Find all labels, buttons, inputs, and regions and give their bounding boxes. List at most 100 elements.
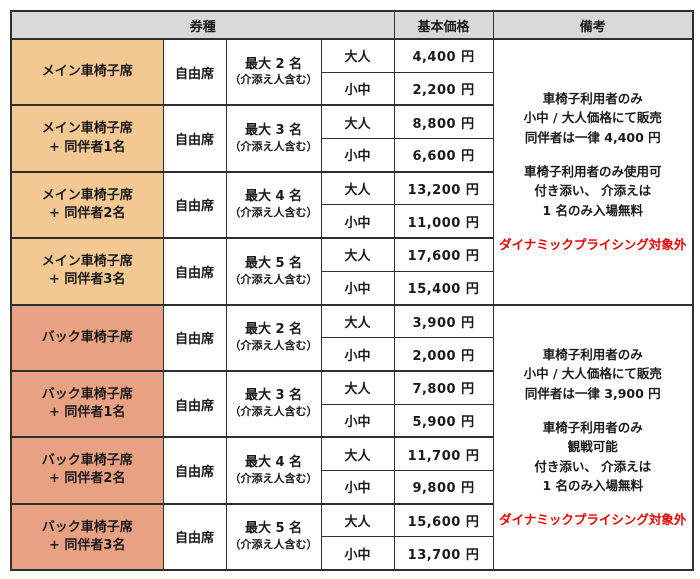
table-row: バック車椅子席 + 同伴者1名 自由席 最大 3 名 （介添え人含む） 大人 7… xyxy=(10,369,693,438)
remarks-block-sales: 車椅子利用者のみ 小中 / 大人価格にて販売 同伴者は一律 4,400 円 xyxy=(523,90,662,145)
age-label-adult: 大人 xyxy=(320,170,395,206)
ticket-name-cell: バック車椅子席 + 同伴者2名 xyxy=(10,436,164,505)
ticket-name-line2: + 同伴者3名 xyxy=(49,272,126,288)
remarks-cell-back: 車椅子利用者のみ 小中 / 大人価格にて販売 同伴者は一律 3,900 円 車椅… xyxy=(492,303,694,571)
seat-type-cell: 自由席 xyxy=(162,436,227,505)
price-child: 9,800 円 xyxy=(393,469,494,505)
ticket-name-cell: バック車椅子席 + 同伴者3名 xyxy=(10,502,164,571)
age-label-adult: 大人 xyxy=(320,436,395,471)
age-label-child: 小中 xyxy=(320,71,395,106)
table-row: 小中 6,600 円 xyxy=(11,138,693,173)
price-adult: 3,900 円 xyxy=(393,303,494,339)
table-row: バック車椅子席 + 同伴者2名 自由席 最大 4 名 （介添え人含む） 大人 1… xyxy=(10,436,693,505)
price-adult: 15,600 円 xyxy=(393,502,494,538)
age-label-child: 小中 xyxy=(320,270,395,306)
table-row: メイン車椅子席 + 同伴者2名 自由席 最大 4 名 （介添え人含む） 大人 1… xyxy=(10,170,693,239)
section-main-wheelchair: メイン車椅子席 自由席 最大 2 名 （介添え人含む） 大人 4,400 円 車… xyxy=(10,37,694,306)
price-child: 5,900 円 xyxy=(393,403,494,438)
capacity-max: 最大 2 名 xyxy=(244,56,303,72)
capacity-max: 最大 5 名 xyxy=(244,521,303,537)
ticket-name-line1: バック車椅子席 xyxy=(41,386,133,402)
age-label-adult: 大人 xyxy=(320,502,395,538)
table-header-row: 券種 基本価格 備考 xyxy=(10,10,694,40)
capacity-note: （介添え人含む） xyxy=(229,405,318,419)
age-label-adult: 大人 xyxy=(320,369,395,405)
dynamic-pricing-note: ダイナミックプライシング対象外 xyxy=(499,512,687,528)
header-ticket-type: 券種 xyxy=(10,10,395,40)
ticket-name-line2: + 同伴者1名 xyxy=(49,139,126,155)
ticket-name-cell: バック車椅子席 + 同伴者1名 xyxy=(10,369,164,438)
capacity-cell: 最大 4 名 （介添え人含む） xyxy=(225,436,322,505)
table-row: 小中 11,000 円 xyxy=(11,204,693,239)
age-label-adult: 大人 xyxy=(320,104,395,140)
price-child: 13,700 円 xyxy=(393,536,494,571)
capacity-cell: 最大 2 名 （介添え人含む） xyxy=(225,303,322,372)
capacity-note: （介添え人含む） xyxy=(229,272,318,286)
ticket-name-cell: メイン車椅子席 xyxy=(10,37,164,106)
capacity-note: （介添え人含む） xyxy=(229,206,318,220)
capacity-note: （介添え人含む） xyxy=(229,139,318,153)
age-label-child: 小中 xyxy=(320,469,395,505)
seat-type-cell: 自由席 xyxy=(162,170,227,239)
ticket-name-line1: メイン車椅子席 xyxy=(41,254,133,270)
price-adult: 4,400 円 xyxy=(393,37,494,73)
seat-type-cell: 自由席 xyxy=(162,369,227,438)
ticket-name-line2: + 同伴者3名 xyxy=(49,537,126,553)
remarks-block-usage: 車椅子利用者のみ 観戦可能 付き添い、 介添えは 1 名のみ入場無料 xyxy=(534,419,652,493)
ticket-name-cell: メイン車椅子席 + 同伴者1名 xyxy=(10,104,164,173)
capacity-max: 最大 2 名 xyxy=(244,322,303,338)
table-row: メイン車椅子席 + 同伴者3名 自由席 最大 5 名 （介添え人含む） 大人 1… xyxy=(10,237,693,306)
ticket-name-line1: バック車椅子席 xyxy=(41,519,133,535)
table-row: 小中 2,000 円 xyxy=(11,337,693,372)
capacity-cell: 最大 5 名 （介添え人含む） xyxy=(225,237,322,306)
table-row: メイン車椅子席 自由席 最大 2 名 （介添え人含む） 大人 4,400 円 車… xyxy=(10,37,694,305)
price-child: 11,000 円 xyxy=(393,204,494,239)
price-adult: 11,700 円 xyxy=(393,436,494,471)
ticket-price-table-container: 券種 基本価格 備考 メイン車椅子席 自由席 最大 2 名 （介添え人含む） 大… xyxy=(10,10,695,571)
capacity-max: 最大 3 名 xyxy=(244,388,303,404)
seat-type-cell: 自由席 xyxy=(162,104,227,173)
age-label-adult: 大人 xyxy=(320,303,395,339)
seat-type-cell: 自由席 xyxy=(162,303,227,372)
age-label-child: 小中 xyxy=(320,337,395,372)
price-child: 15,400 円 xyxy=(393,270,494,306)
capacity-cell: 最大 3 名 （介添え人含む） xyxy=(225,104,322,173)
price-child: 2,200 円 xyxy=(393,71,494,106)
capacity-max: 最大 5 名 xyxy=(244,255,303,271)
capacity-max: 最大 3 名 xyxy=(244,122,303,138)
capacity-cell: 最大 3 名 （介添え人含む） xyxy=(225,369,322,438)
capacity-note: （介添え人含む） xyxy=(229,338,318,352)
table-row: 小中 5,900 円 xyxy=(11,403,693,438)
ticket-name-line1: バック車椅子席 xyxy=(41,329,133,345)
table-row: 小中 15,400 円 xyxy=(11,270,693,306)
capacity-note: （介添え人含む） xyxy=(229,538,318,552)
capacity-note: （介添え人含む） xyxy=(229,73,318,87)
ticket-name-line1: バック車椅子席 xyxy=(41,453,133,469)
capacity-cell: 最大 5 名 （介添え人含む） xyxy=(225,502,322,571)
seat-type-cell: 自由席 xyxy=(162,37,227,106)
seat-type-cell: 自由席 xyxy=(162,502,227,571)
dynamic-pricing-note: ダイナミックプライシング対象外 xyxy=(499,237,687,253)
remarks-block-sales: 車椅子利用者のみ 小中 / 大人価格にて販売 同伴者は一律 3,900 円 xyxy=(523,346,662,401)
price-adult: 17,600 円 xyxy=(393,237,494,272)
table-row: 小中 9,800 円 xyxy=(11,469,693,505)
capacity-cell: 最大 4 名 （介添え人含む） xyxy=(225,170,322,239)
ticket-name-line1: メイン車椅子席 xyxy=(41,64,133,80)
price-child: 2,000 円 xyxy=(393,337,494,372)
ticket-name-line2: + 同伴者2名 xyxy=(49,471,126,487)
section-back-wheelchair: バック車椅子席 自由席 最大 2 名 （介添え人含む） 大人 3,900 円 車… xyxy=(10,303,694,571)
age-label-adult: 大人 xyxy=(320,237,395,272)
table-row: 小中 2,200 円 xyxy=(11,71,693,106)
table-row: バック車椅子席 + 同伴者3名 自由席 最大 5 名 （介添え人含む） 大人 1… xyxy=(10,502,693,571)
ticket-price-table: 券種 基本価格 備考 メイン車椅子席 自由席 最大 2 名 （介添え人含む） 大… xyxy=(10,10,695,571)
ticket-name-line1: メイン車椅子席 xyxy=(41,121,133,137)
age-label-child: 小中 xyxy=(320,138,395,173)
age-label-child: 小中 xyxy=(320,536,395,571)
ticket-name-line2: + 同伴者1名 xyxy=(49,405,126,421)
header-remarks: 備考 xyxy=(492,10,694,40)
capacity-cell: 最大 2 名 （介添え人含む） xyxy=(225,37,322,106)
remarks-cell-main: 車椅子利用者のみ 小中 / 大人価格にて販売 同伴者は一律 4,400 円 車椅… xyxy=(492,38,694,305)
price-adult: 7,800 円 xyxy=(393,369,494,405)
ticket-name-line2: + 同伴者2名 xyxy=(49,205,126,221)
seat-type-cell: 自由席 xyxy=(162,237,227,306)
